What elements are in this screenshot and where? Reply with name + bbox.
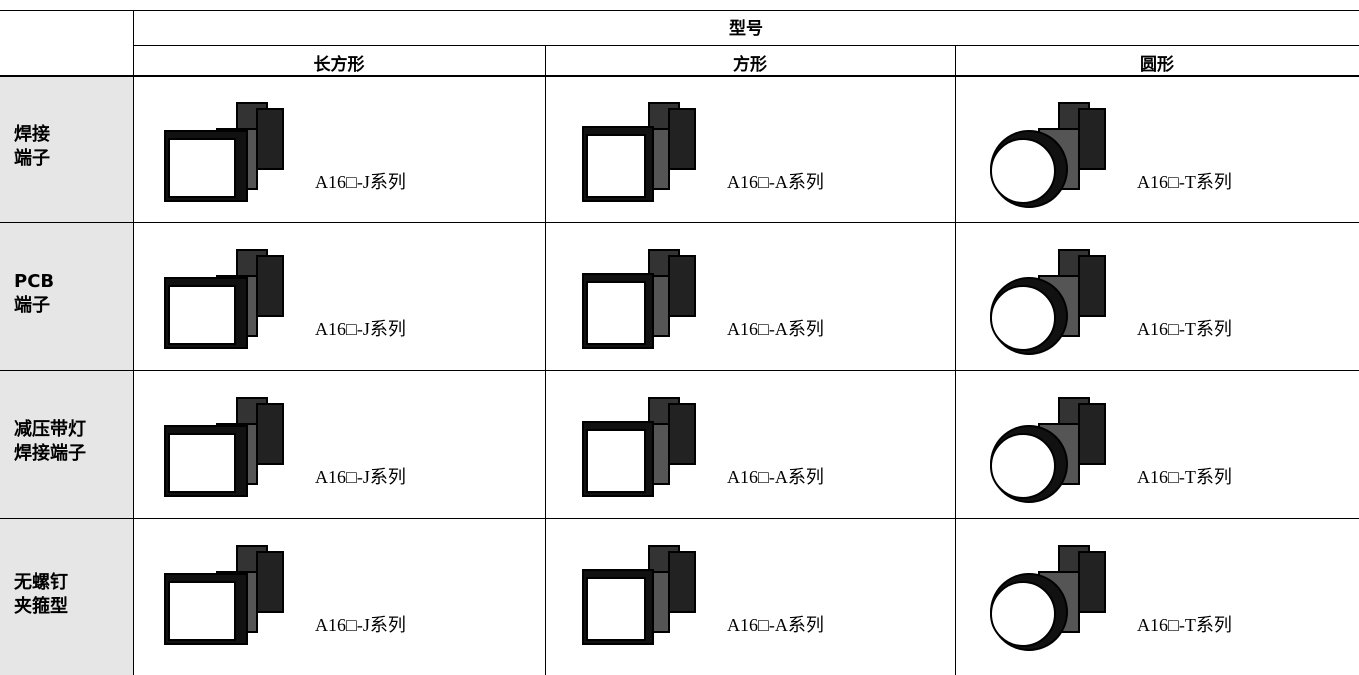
model-caption: A16□-A系列 [727,319,824,339]
model-caption: A16□-A系列 [727,467,824,487]
rule [0,222,1359,223]
switch-image [164,397,284,497]
model-caption: A16□-T系列 [1137,319,1232,339]
model-caption: A16□-J系列 [315,615,406,635]
row-label: 减压带灯 焊接端子 [14,418,129,466]
row-label-line: 端子 [14,147,50,169]
column-header: 长方形 [313,55,365,75]
rule [955,45,956,675]
switch-image [164,545,284,645]
row-label-line: 焊接端子 [14,443,86,464]
switch-image [164,102,284,202]
row-label: 焊接 端子 [14,123,129,171]
rule [133,10,134,675]
row-label-line: 端子 [14,295,50,316]
rule [133,45,1359,46]
rule [0,370,1359,371]
model-caption: A16□-T系列 [1137,467,1232,487]
row-label-line: 减压带灯 [14,419,86,440]
row-label-line: 夹箍型 [14,595,68,617]
column-header: 方形 [733,55,767,75]
model-caption: A16□-A系列 [727,172,824,192]
row-label-line: PCB [14,271,55,292]
switch-image [582,545,696,645]
row-label: PCB 端子 [14,270,129,318]
model-caption: A16□-J系列 [315,172,406,192]
switch-image [990,397,1106,503]
row-label-line: 无螺钉 [14,571,68,593]
switch-image [582,249,696,349]
rule [0,518,1359,519]
row-label-line: 焊接 [14,123,50,145]
rule [0,10,1359,11]
switch-image [582,397,696,497]
column-header: 圆形 [1140,55,1174,75]
model-caption: A16□-J系列 [315,467,406,487]
model-caption: A16□-J系列 [315,319,406,339]
rule [545,45,546,675]
row-label: 无螺钉 夹箍型 [14,571,129,619]
model-caption: A16□-T系列 [1137,172,1232,192]
switch-image [990,249,1106,355]
rule [0,75,1359,77]
switch-image [582,102,696,202]
switch-image [990,545,1106,651]
switch-image [990,102,1106,208]
label-column-bg [0,75,133,675]
model-caption: A16□-A系列 [727,615,824,635]
model-caption: A16□-T系列 [1137,615,1232,635]
switch-image [164,249,284,349]
group-header: 型号 [729,19,763,39]
